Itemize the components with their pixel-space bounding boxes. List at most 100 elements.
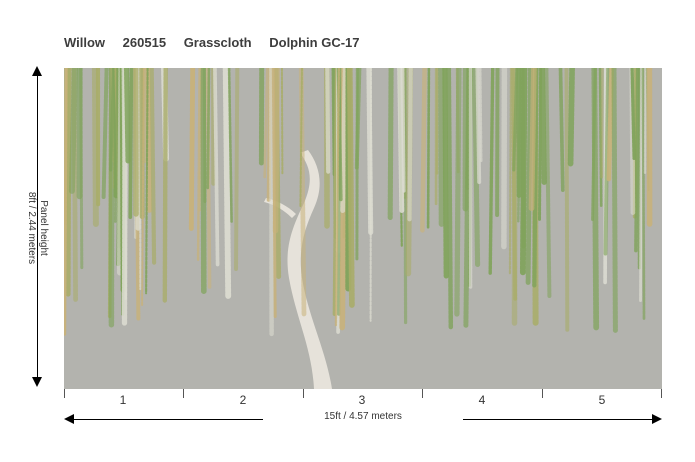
- willow-strand: [109, 68, 116, 172]
- panel-tick: [422, 389, 423, 398]
- willow-strand: [426, 68, 431, 229]
- willow-strand: [340, 68, 348, 214]
- willow-artwork: [64, 68, 653, 389]
- willow-strand: [213, 68, 220, 267]
- width-arrow-right-icon: [652, 414, 662, 424]
- width-arrow-left-icon: [64, 414, 74, 424]
- height-title: Panel height: [38, 200, 49, 256]
- willow-strand: [438, 68, 445, 228]
- willow-strand: [206, 68, 211, 190]
- panel-number-2: 2: [239, 393, 247, 407]
- mural-preview: [64, 68, 662, 389]
- willow-strand: [387, 68, 394, 221]
- panel-number-3: 3: [358, 393, 366, 407]
- willow-strand: [65, 68, 72, 297]
- panel-tick: [542, 389, 543, 398]
- willow-strand: [501, 68, 508, 250]
- willow-strand: [196, 68, 201, 262]
- willow-strand: [472, 68, 481, 268]
- panel-number-1: 1: [119, 393, 127, 407]
- willow-strand: [639, 68, 644, 304]
- panel-tick: [661, 389, 662, 398]
- willow-strand: [149, 68, 157, 265]
- willow-strand: [479, 68, 483, 163]
- item-number: 260515: [122, 35, 167, 50]
- colorway-name: Dolphin GC-17: [269, 35, 360, 50]
- willow-strand: [488, 68, 495, 275]
- willow-strand: [475, 68, 482, 184]
- willow-strand: [567, 68, 575, 167]
- pattern-name: Willow: [64, 35, 106, 50]
- willow-strand: [325, 68, 331, 174]
- willow-strand: [263, 68, 269, 179]
- height-arrow-down-icon: [32, 377, 42, 387]
- willow-strand: [401, 68, 406, 193]
- willow-strand: [606, 68, 614, 182]
- willow-strand: [532, 68, 539, 288]
- willow-strand: [603, 68, 611, 256]
- height-value: 8ft / 2.44 meters: [26, 191, 37, 265]
- height-label: Panel height 8ft / 2.44 meters: [25, 192, 49, 264]
- willow-strand: [519, 68, 528, 276]
- willow-strand: [512, 68, 519, 172]
- willow-strand: [68, 68, 78, 194]
- willow-strand: [544, 68, 552, 299]
- willow-strand: [641, 68, 646, 321]
- panel-tick: [303, 389, 304, 398]
- willow-strand: [280, 68, 284, 175]
- willow-strand: [397, 68, 405, 214]
- willow-strand: [113, 68, 119, 223]
- panel-number-4: 4: [478, 393, 486, 407]
- willow-strand: [403, 68, 408, 325]
- willow-strand: [271, 68, 277, 318]
- willow-strand: [407, 68, 413, 222]
- willow-strand: [101, 68, 109, 200]
- panel-tick: [183, 389, 184, 398]
- willow-strand: [611, 68, 618, 333]
- panel-number-5: 5: [598, 393, 606, 407]
- willow-strand: [202, 68, 207, 204]
- width-value: 15ft / 4.57 meters: [321, 411, 405, 422]
- height-dimension-line: [37, 75, 38, 379]
- willow-strand: [634, 68, 640, 253]
- width-label: 15ft / 4.57 meters: [263, 411, 463, 422]
- willow-strand: [188, 68, 196, 232]
- willow-strand: [528, 68, 537, 212]
- willow-strand: [446, 68, 454, 330]
- willow-strand: [91, 68, 99, 228]
- panel-tick: [64, 389, 65, 398]
- panel-ruler: 1 2 3 4 5: [64, 389, 662, 411]
- material-name: Grasscloth: [183, 35, 252, 50]
- willow-strand: [79, 68, 84, 270]
- willow-strand: [558, 68, 565, 192]
- willow-strand: [354, 68, 362, 170]
- willow-strand: [564, 68, 570, 332]
- willow-strand: [346, 68, 355, 309]
- willow-strand: [227, 68, 233, 223]
- willow-strand: [299, 68, 303, 208]
- willow-strand: [517, 68, 522, 223]
- willow-strand: [454, 68, 462, 318]
- willow-strands: [64, 68, 653, 337]
- willow-strand: [591, 68, 597, 222]
- willow-strand: [334, 68, 341, 327]
- willow-strand: [123, 68, 131, 164]
- willow-strand: [64, 68, 68, 336]
- willow-strand: [643, 68, 647, 175]
- willow-strand: [128, 68, 134, 219]
- product-title: Willow 260515 Grasscloth Dolphin GC-17: [64, 35, 374, 50]
- willow-strand: [162, 68, 168, 304]
- willow-strand: [420, 68, 427, 233]
- willow-strand: [141, 68, 145, 306]
- willow-strand: [442, 68, 449, 279]
- willow-strand: [234, 68, 240, 272]
- willow-strand: [145, 68, 149, 295]
- willow-strand: [600, 68, 604, 179]
- height-arrow-up-icon: [32, 66, 42, 76]
- willow-strand: [630, 68, 636, 160]
- willow-strand: [463, 68, 472, 328]
- willow-strand: [222, 68, 232, 299]
- tree-trunk: [287, 150, 332, 389]
- willow-strand: [539, 68, 547, 185]
- willow-strand: [508, 68, 512, 275]
